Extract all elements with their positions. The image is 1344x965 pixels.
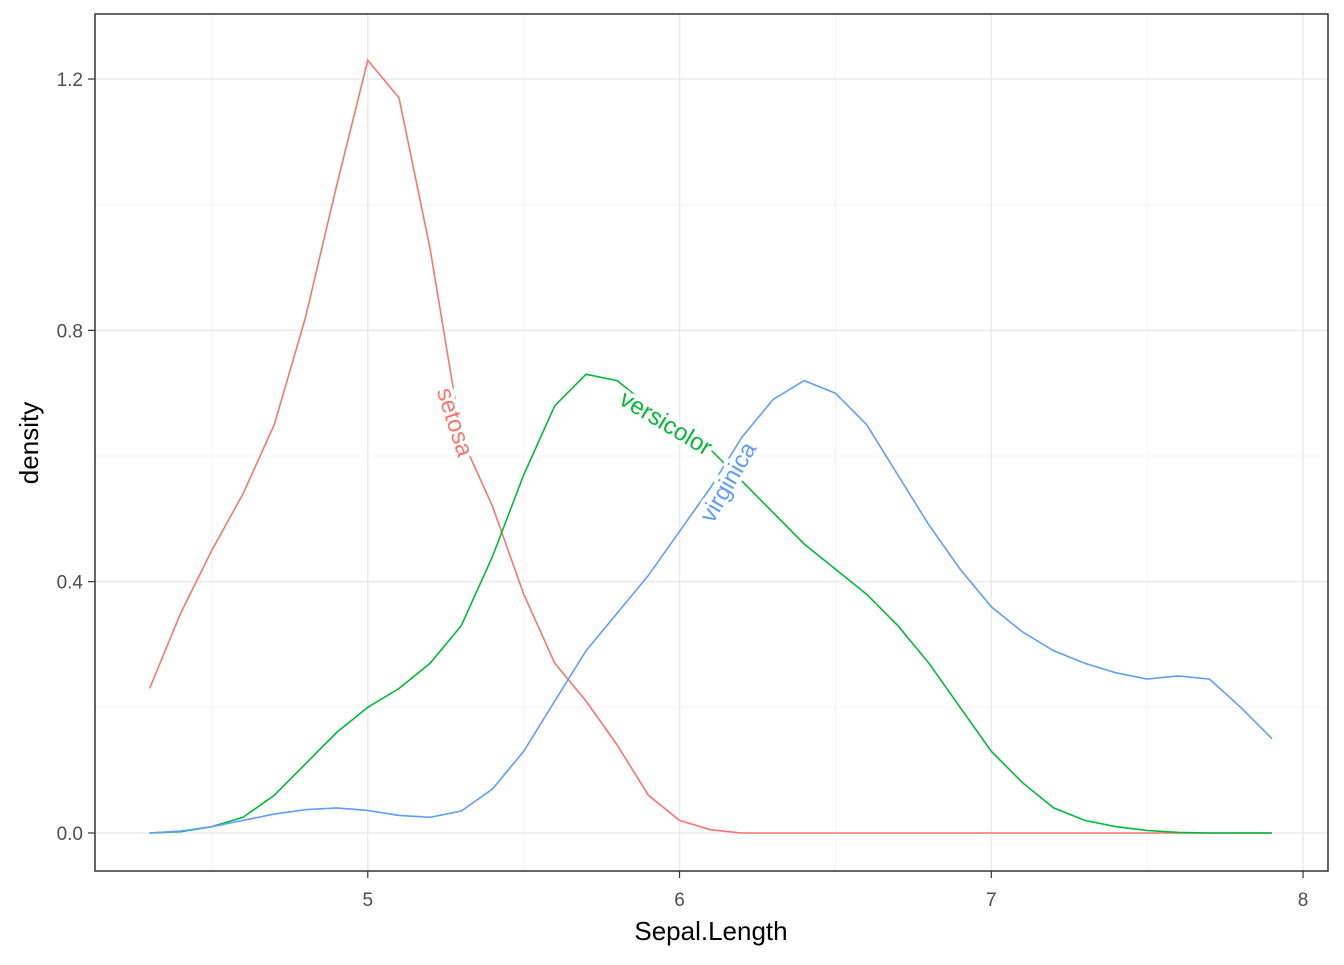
density-line [148, 58, 1272, 834]
y-axis-title: density [14, 402, 44, 484]
x-tick-label: 8 [1298, 890, 1309, 911]
density-line [149, 373, 1272, 834]
y-tick-label: 1.2 [57, 70, 83, 91]
y-tick-label: 0.0 [57, 824, 83, 845]
y-tick-label: 0.4 [57, 573, 84, 594]
x-tick-label: 7 [986, 890, 997, 911]
y-tick-label: 0.8 [57, 321, 83, 342]
x-tick-label: 5 [362, 890, 373, 911]
density-line [149, 379, 1273, 834]
x-axis-title: Sepal.Length [634, 916, 787, 946]
panel-border [94, 13, 1329, 872]
x-tick-label: 6 [674, 890, 685, 911]
